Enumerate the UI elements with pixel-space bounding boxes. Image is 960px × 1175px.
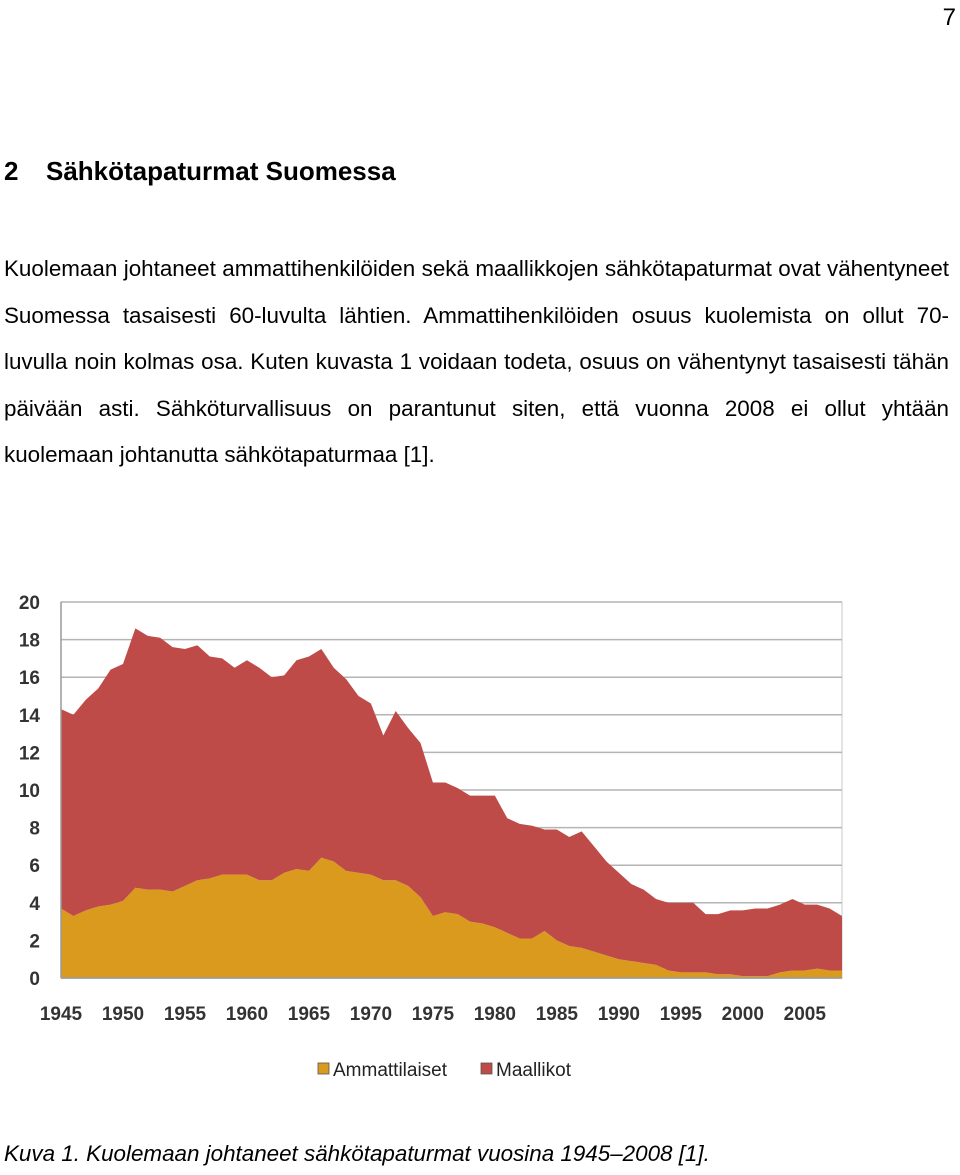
y-tick-label: 8 [29, 819, 40, 840]
stacked-area-chart: 0 2 4 6 8 10 12 14 16 18 20 1945 1950 1955 1960 1965 197… [19, 593, 843, 1081]
section-number: 2 [4, 156, 19, 186]
legend-label: Ammattilaiset [333, 1060, 448, 1081]
figure-chart: 0 2 4 6 8 10 12 14 16 18 20 1945 1950 1955 1960 1965 197… [0, 585, 960, 1090]
section-heading: 2 Sähkötapaturmat Suomessa [4, 156, 396, 187]
x-tick-label: 1990 [598, 1004, 640, 1025]
y-tick-label: 14 [19, 706, 41, 727]
x-tick-label: 2005 [784, 1004, 827, 1025]
y-tick-label: 16 [19, 668, 40, 689]
y-tick-label: 4 [29, 894, 40, 915]
x-tick-label: 1975 [412, 1004, 455, 1025]
x-tick-label: 1960 [226, 1004, 268, 1025]
figure-caption: Kuva 1. Kuolemaan johtaneet sähkötapatur… [4, 1141, 710, 1166]
legend-swatch [317, 1062, 330, 1075]
y-tick-label: 20 [19, 593, 40, 614]
area-series-0 [61, 857, 842, 978]
x-tick-label: 2000 [722, 1004, 764, 1025]
x-tick-label: 1995 [660, 1004, 703, 1025]
x-tick-label: 1970 [350, 1004, 392, 1025]
x-tick-label: 1950 [102, 1004, 144, 1025]
y-tick-label: 18 [19, 631, 40, 652]
x-tick-label: 1965 [288, 1004, 331, 1025]
x-tick-label: 1985 [536, 1004, 579, 1025]
y-tick-label: 12 [19, 743, 40, 764]
y-tick-label: 10 [19, 781, 40, 802]
section-title: Sähkötapaturmat Suomessa [46, 156, 396, 186]
y-tick-label: 2 [29, 931, 40, 952]
y-tick-label: 6 [29, 856, 40, 877]
body-paragraph: Kuolemaan johtaneet ammattihenkilöiden s… [4, 256, 949, 467]
area-series-1 [61, 628, 842, 977]
legend-label: Maallikot [496, 1060, 572, 1081]
page-number: 7 [942, 4, 956, 31]
y-tick-label: 0 [29, 969, 40, 990]
x-tick-label: 1955 [164, 1004, 207, 1025]
x-tick-label: 1945 [40, 1004, 83, 1025]
x-tick-label: 1980 [474, 1004, 516, 1025]
legend-swatch [480, 1062, 493, 1075]
